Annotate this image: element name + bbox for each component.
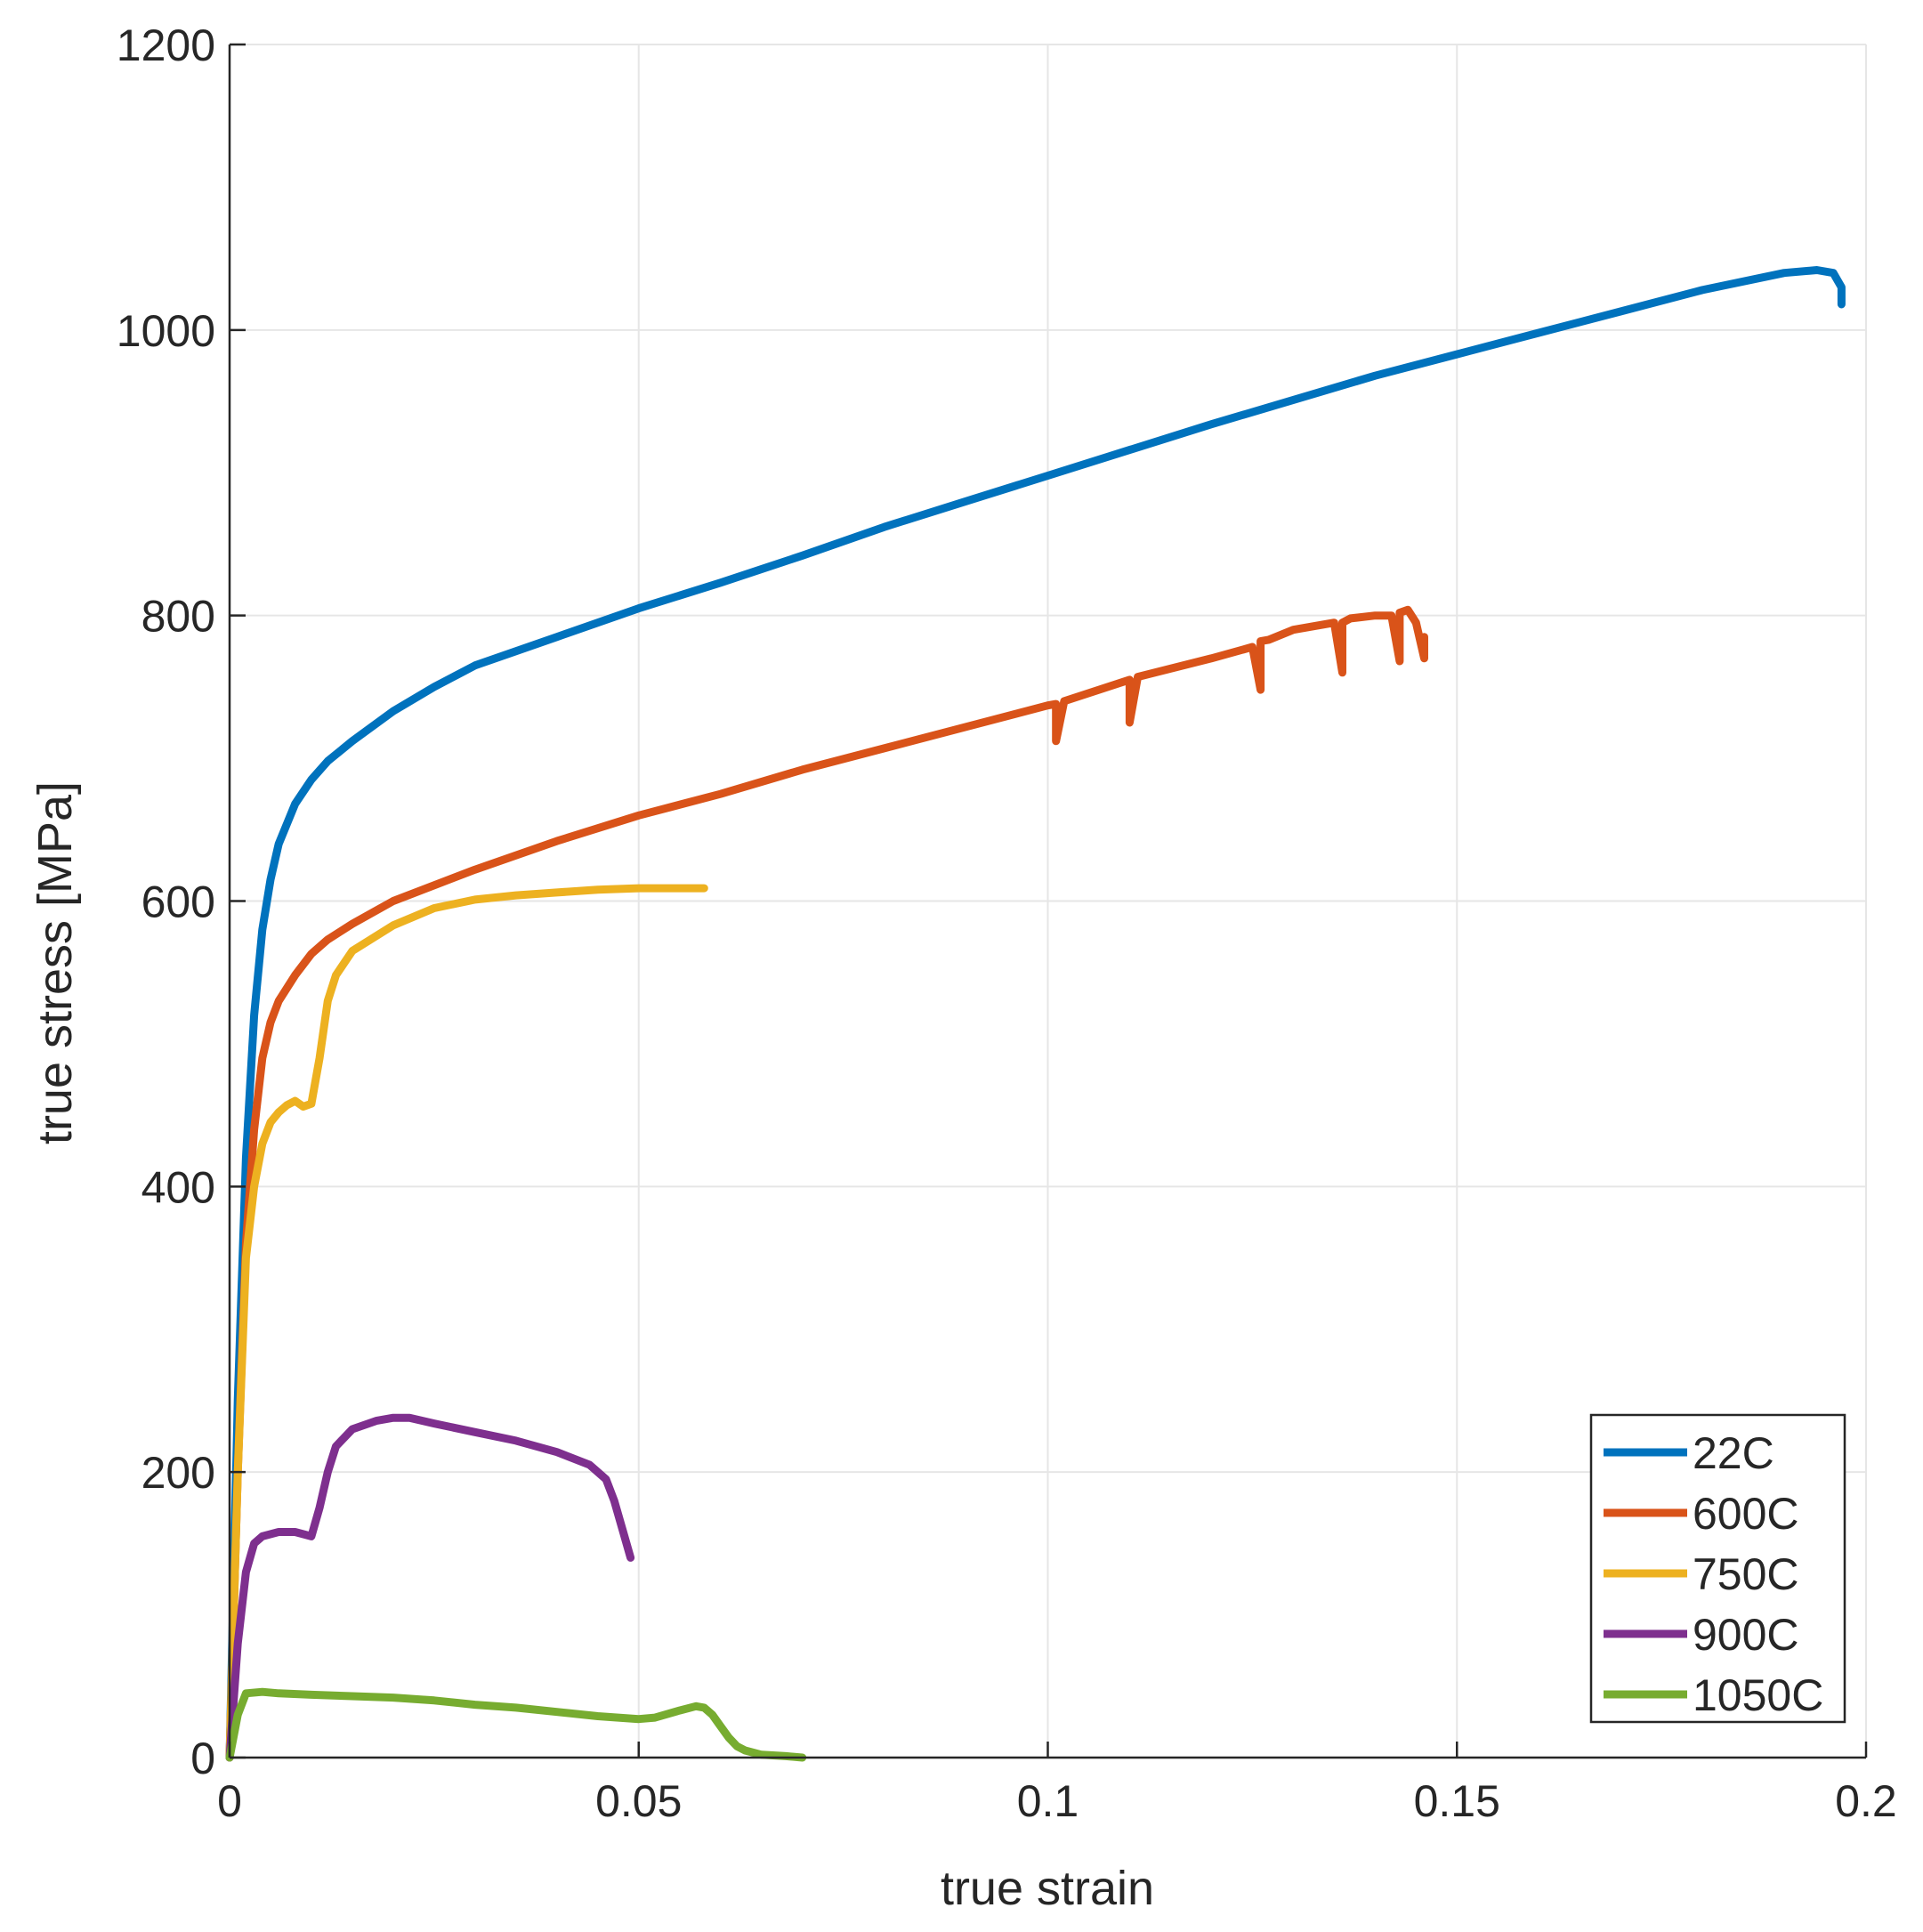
- y-tick-label: 800: [141, 592, 215, 642]
- x-tick-label: 0.15: [1414, 1776, 1500, 1826]
- y-tick-label: 600: [141, 877, 215, 927]
- x-tick-label: 0.1: [1017, 1776, 1079, 1826]
- axes: [228, 43, 1868, 1759]
- series-lines: [225, 266, 1846, 1762]
- legend-label-750C: 750C: [1693, 1549, 1799, 1599]
- legend-label-1050C: 1050C: [1693, 1670, 1823, 1720]
- legend-label-900C: 900C: [1693, 1610, 1799, 1660]
- legend-label-22C: 22C: [1693, 1428, 1774, 1478]
- y-tick-label: 0: [190, 1734, 215, 1783]
- y-tick-label: 400: [141, 1162, 215, 1212]
- grid: [229, 44, 1867, 1758]
- tick-labels: 0 0.05 0.1 0.15 0.2 0 200 400 600 800 1000 1200: [117, 20, 1897, 1826]
- y-tick-label: 1200: [117, 20, 215, 70]
- series-line-1050C: [225, 1687, 807, 1762]
- legend-label-600C: 600C: [1693, 1489, 1799, 1539]
- series-line-750C: [225, 884, 708, 1762]
- x-axis-label: true strain: [941, 1862, 1154, 1915]
- series-line-22C: [225, 266, 1846, 1762]
- x-tick-label: 0.2: [1835, 1776, 1897, 1826]
- x-tick-label: 0: [217, 1776, 242, 1826]
- legend-box: [1589, 1413, 1846, 1724]
- series-line-600C: [225, 605, 1428, 1762]
- series-line-900C: [225, 1413, 635, 1762]
- y-axis-label: true stress [MPa]: [28, 781, 82, 1144]
- y-tick-label: 1000: [117, 306, 215, 356]
- legend: 22C 600C 750C 900C 1050C: [1589, 1413, 1846, 1724]
- x-tick-label: 0.05: [595, 1776, 682, 1826]
- y-tick-label: 200: [141, 1448, 215, 1498]
